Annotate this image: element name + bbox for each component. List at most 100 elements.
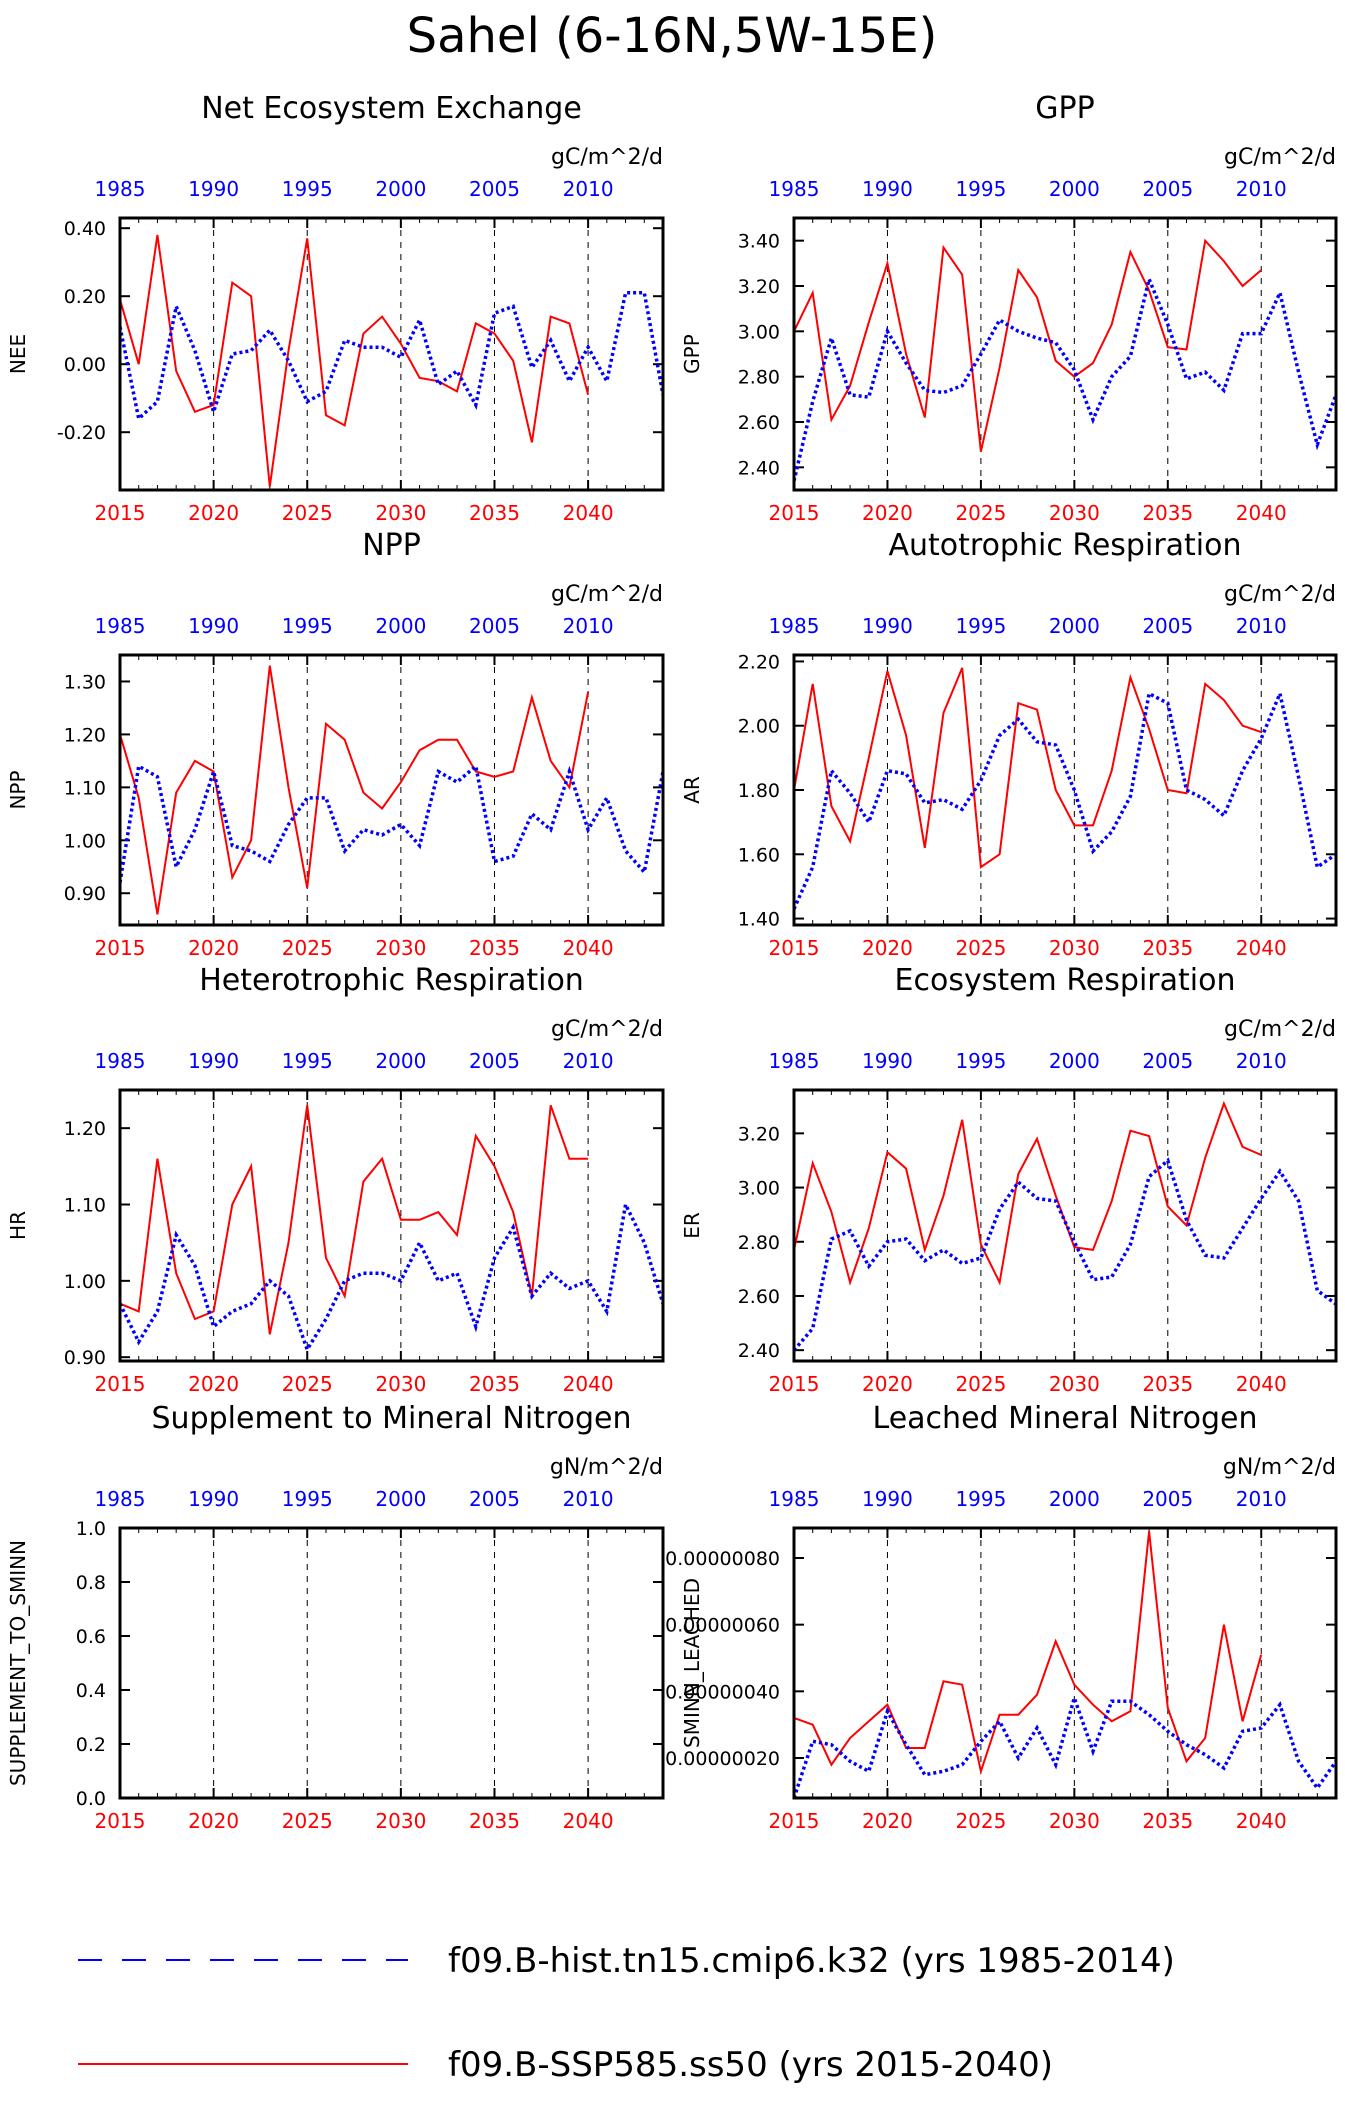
x-tick-label-bottom: 2035 bbox=[1142, 1372, 1193, 1396]
x-tick-label-top: 1990 bbox=[862, 1049, 913, 1073]
x-tick-label-bottom: 2025 bbox=[282, 501, 333, 525]
x-tick-label-bottom: 2030 bbox=[1049, 501, 1100, 525]
y-tick-label: 0.00000020 bbox=[665, 1748, 780, 1770]
plot-frame bbox=[118, 1088, 665, 1363]
x-tick-label-top: 2000 bbox=[375, 177, 426, 201]
x-tick-label-top: 1995 bbox=[955, 1487, 1006, 1511]
x-tick-label-top: 2005 bbox=[1142, 177, 1193, 201]
x-tick-label-top: 1995 bbox=[955, 614, 1006, 638]
series-line-ssp bbox=[120, 665, 590, 915]
x-tick-label-top: 1990 bbox=[188, 1487, 239, 1511]
x-tick-label-top: 2000 bbox=[1049, 1049, 1100, 1073]
x-tick-label-bottom: 2030 bbox=[375, 501, 426, 525]
panel-7: Leached Mineral Nitrogen gN/m^2/d SMINN_LE… bbox=[665, 1401, 1338, 1833]
x-tick-label-top: 2000 bbox=[375, 1487, 426, 1511]
panel-title: Leached Mineral Nitrogen bbox=[873, 1401, 1258, 1436]
x-tick-label-top: 2005 bbox=[469, 1049, 520, 1073]
x-tick-label-bottom: 2025 bbox=[955, 501, 1006, 525]
panel-5: Ecosystem Respiration gC/m^2/d ER 2015 2020 2… bbox=[680, 963, 1338, 1396]
x-tick-label-top: 1995 bbox=[282, 1487, 333, 1511]
x-tick-label-top: 1995 bbox=[282, 177, 333, 201]
x-tick-label-top: 1995 bbox=[955, 1049, 1006, 1073]
x-tick-label-bottom: 2020 bbox=[188, 501, 239, 525]
series-line-hist bbox=[794, 1692, 1336, 1798]
x-tick-label-top: 1990 bbox=[862, 614, 913, 638]
y-tick-label: 1.0 bbox=[76, 1518, 106, 1540]
series-line-hist bbox=[120, 291, 663, 422]
x-tick-label-bottom: 2040 bbox=[1236, 1372, 1287, 1396]
x-tick-label-top: 2010 bbox=[1236, 1049, 1287, 1073]
x-tick-label-top: 1990 bbox=[862, 177, 913, 201]
y-tick-label: 0.6 bbox=[76, 1626, 106, 1648]
x-tick-label-bottom: 2040 bbox=[1236, 501, 1287, 525]
x-tick-label-bottom: 2030 bbox=[1049, 936, 1100, 960]
y-tick-label: 0.0 bbox=[76, 1788, 106, 1810]
y-tick-label: 0.00000080 bbox=[665, 1548, 780, 1570]
y-axis-label: AR bbox=[680, 776, 704, 804]
plot-frame bbox=[118, 1526, 665, 1800]
series-line-hist bbox=[794, 1157, 1336, 1352]
x-tick-label-bottom: 2025 bbox=[282, 1372, 333, 1396]
x-tick-label-bottom: 2040 bbox=[563, 1372, 614, 1396]
y-tick-label: 3.20 bbox=[738, 1123, 780, 1145]
x-tick-label-top: 2005 bbox=[1142, 1487, 1193, 1511]
units-label: gN/m^2/d bbox=[550, 1455, 663, 1480]
series-line-hist bbox=[794, 273, 1336, 482]
plot-frame bbox=[792, 653, 1338, 927]
x-tick-label-top: 2000 bbox=[1049, 614, 1100, 638]
y-tick-label: 2.80 bbox=[738, 367, 780, 389]
plot-frame bbox=[118, 653, 665, 927]
x-tick-label-top: 1985 bbox=[769, 614, 820, 638]
plot-frame bbox=[792, 216, 1338, 492]
panel-title: Autotrophic Respiration bbox=[888, 528, 1241, 563]
y-axis-label: SMINN_LEACHED bbox=[680, 1578, 704, 1748]
y-tick-label: 1.80 bbox=[738, 780, 780, 802]
x-tick-label-bottom: 2030 bbox=[375, 1809, 426, 1833]
x-tick-label-top: 2005 bbox=[469, 614, 520, 638]
legend-label: f09.B-hist.tn15.cmip6.k32 (yrs 1985-2014… bbox=[448, 1941, 1175, 1981]
y-tick-label: 3.00 bbox=[738, 1178, 780, 1200]
x-tick-label-top: 2010 bbox=[1236, 614, 1287, 638]
panel-title: Ecosystem Respiration bbox=[895, 963, 1236, 998]
y-tick-label: 0.4 bbox=[76, 1680, 106, 1702]
panel-3: Autotrophic Respiration gC/m^2/d AR 2015 202… bbox=[680, 528, 1338, 960]
y-tick-label: 3.40 bbox=[738, 231, 780, 253]
y-tick-label: 0.00 bbox=[64, 354, 106, 376]
x-tick-label-bottom: 2030 bbox=[1049, 1809, 1100, 1833]
y-axis-label: ER bbox=[680, 1212, 704, 1239]
x-tick-label-bottom: 2040 bbox=[1236, 1809, 1287, 1833]
y-axis-label: GPP bbox=[680, 334, 704, 374]
y-tick-label: 0.40 bbox=[64, 218, 106, 240]
series-line-hist bbox=[120, 1198, 663, 1354]
y-tick-label: 0.2 bbox=[76, 1734, 106, 1756]
panel-title: Heterotrophic Respiration bbox=[199, 963, 584, 998]
x-tick-label-top: 1985 bbox=[95, 177, 146, 201]
panel-4: Heterotrophic Respiration gC/m^2/d HR 2015 2… bbox=[6, 963, 665, 1396]
x-tick-label-bottom: 2025 bbox=[955, 936, 1006, 960]
legend-label: f09.B-SSP585.ss50 (yrs 2015-2040) bbox=[448, 2045, 1053, 2085]
x-tick-label-top: 1995 bbox=[282, 614, 333, 638]
figure-title: Sahel (6-16N,5W-15E) bbox=[407, 8, 938, 64]
x-tick-label-top: 1990 bbox=[188, 614, 239, 638]
x-tick-label-top: 2010 bbox=[563, 1049, 614, 1073]
panel-title: Supplement to Mineral Nitrogen bbox=[152, 1401, 632, 1436]
y-tick-label: 0.90 bbox=[64, 1347, 106, 1369]
y-axis-label: SUPPLEMENT_TO_SMINN bbox=[6, 1540, 30, 1786]
panel-1: GPP gC/m^2/d GPP 2015 2020 2025 2030 2035 2040 19… bbox=[680, 91, 1338, 525]
x-tick-label-bottom: 2040 bbox=[563, 936, 614, 960]
x-tick-label-bottom: 2035 bbox=[469, 1809, 520, 1833]
units-label: gC/m^2/d bbox=[1224, 1017, 1336, 1042]
x-tick-label-top: 1990 bbox=[862, 1487, 913, 1511]
y-tick-label: -0.20 bbox=[57, 422, 106, 444]
x-tick-label-bottom: 2035 bbox=[1142, 936, 1193, 960]
x-tick-label-top: 2010 bbox=[563, 614, 614, 638]
panels: Net Ecosystem Exchange gC/m^2/d NEE 2015 202… bbox=[6, 91, 1338, 1833]
y-tick-label: 0.00000040 bbox=[665, 1681, 780, 1703]
y-tick-label: 0.8 bbox=[76, 1572, 106, 1594]
y-tick-label: 1.00 bbox=[64, 1271, 106, 1293]
panel-title: NPP bbox=[362, 528, 421, 563]
plot-frame bbox=[792, 1088, 1338, 1363]
x-tick-label-bottom: 2015 bbox=[95, 1372, 146, 1396]
x-tick-label-bottom: 2015 bbox=[95, 1809, 146, 1833]
x-tick-label-top: 2010 bbox=[563, 177, 614, 201]
